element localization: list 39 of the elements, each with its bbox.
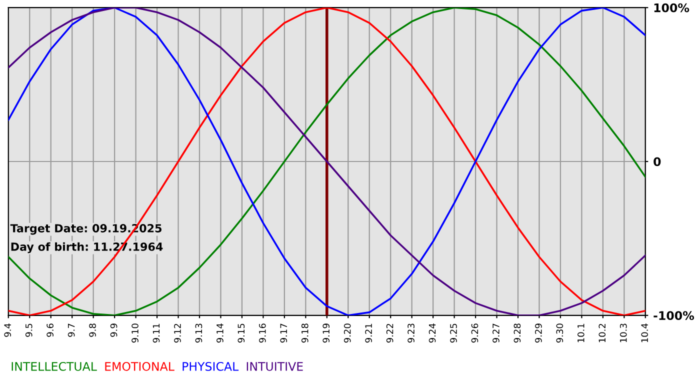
text: PHYSICAL xyxy=(182,362,239,371)
x-tick-label: 10.1 xyxy=(577,324,584,342)
x-tick-label: 10.3 xyxy=(620,324,627,342)
x-tick-label: 9.27 xyxy=(492,324,500,343)
x-tick-label: 9.26 xyxy=(471,324,478,343)
x-tick-label: 9.11 xyxy=(152,324,160,343)
x-tick-label: 9.24 xyxy=(428,324,436,343)
x-tick-label: 9.17 xyxy=(280,324,288,343)
x-tick-label: 9.30 xyxy=(556,324,564,343)
text: EMOTIONAL xyxy=(105,362,174,371)
x-tick-label: 9.28 xyxy=(514,324,521,343)
x-tick-label: 9.14 xyxy=(216,324,224,343)
y-tick-label: 100% xyxy=(654,3,690,12)
text: INTUITIVE xyxy=(246,362,303,371)
x-tick-label: 10.4 xyxy=(641,324,648,342)
x-tick-label: 9.20 xyxy=(344,324,351,343)
x-tick-label: 9.13 xyxy=(195,324,202,343)
x-tick-label: 9.29 xyxy=(535,324,542,343)
y-tick-label: 0 xyxy=(654,157,661,166)
x-tick-label: 9.19 xyxy=(322,324,330,343)
x-tick-label: 9.23 xyxy=(408,324,414,343)
text: INTELLECTUAL xyxy=(12,362,97,371)
x-tick-label: 9.18 xyxy=(301,324,308,343)
x-tick-label: 9.21 xyxy=(365,324,372,343)
x-tick-label: 9.25 xyxy=(450,324,457,343)
x-tick-label: 9.7 xyxy=(68,324,75,337)
y-tick-label: -100% xyxy=(654,311,694,320)
x-tick-label: 9.5 xyxy=(25,324,32,337)
x-tick-label: 9.16 xyxy=(258,324,266,343)
x-tick-label: 9.12 xyxy=(174,324,181,343)
x-tick-label: 9.8 xyxy=(89,324,96,337)
x-tick-label: 9.22 xyxy=(386,324,394,343)
x-tick-label: 9.6 xyxy=(46,324,54,337)
x-tick-label: 9.15 xyxy=(238,324,245,343)
line-series xyxy=(8,8,646,316)
x-tick-label: 9.4 xyxy=(4,324,12,337)
x-tick-label: 9.10 xyxy=(132,324,138,343)
x-tick-label: 10.2 xyxy=(598,324,606,342)
x-tick-label: 9.9 xyxy=(110,324,118,337)
